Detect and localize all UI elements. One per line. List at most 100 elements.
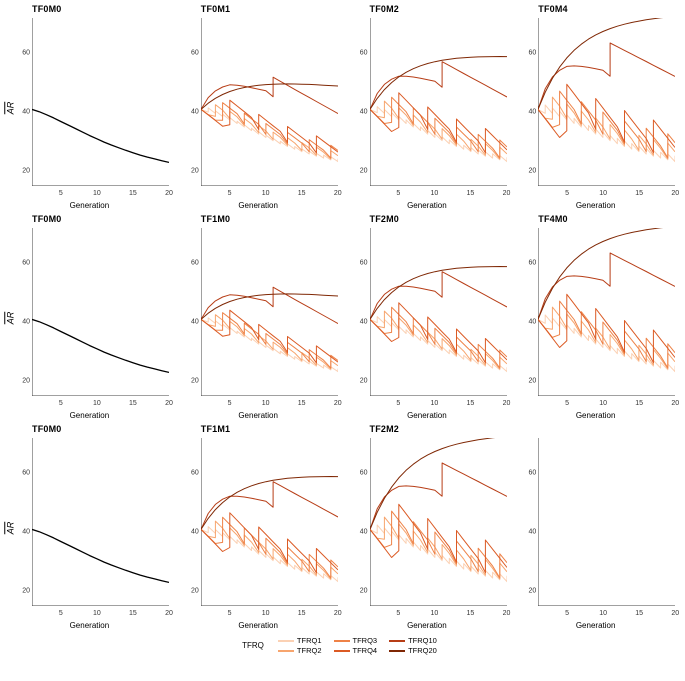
plot-area: [201, 228, 338, 396]
x-tick-label: 5: [59, 610, 63, 617]
plot-area: [32, 438, 169, 606]
y-tick-label: 60: [516, 50, 536, 57]
y-tick-label: 40: [516, 319, 536, 326]
x-tick-label: 20: [671, 400, 679, 407]
x-tick-label: 20: [671, 190, 679, 197]
x-tick-label: 15: [467, 190, 475, 197]
x-tick-label: 20: [671, 610, 679, 617]
y-tick-label: 20: [516, 168, 536, 175]
panel-title: TF1M0: [201, 214, 231, 224]
x-tick-label: 20: [334, 190, 342, 197]
panel: TF2M0Generation2040605101520: [344, 214, 511, 422]
x-axis-label: Generation: [175, 201, 342, 210]
x-tick-label: 10: [262, 190, 270, 197]
y-tick-label: 60: [348, 260, 368, 267]
x-axis-label: Generation: [512, 621, 679, 630]
legend-label: TFRQ20: [408, 646, 437, 655]
x-tick-label: 5: [396, 610, 400, 617]
y-tick-label: 60: [179, 50, 199, 57]
chart-svg: [370, 438, 507, 606]
x-tick-label: 10: [93, 400, 101, 407]
chart-svg: [370, 18, 507, 186]
x-tick-label: 10: [93, 610, 101, 617]
y-tick-label: 40: [179, 529, 199, 536]
x-tick-label: 20: [165, 400, 173, 407]
x-axis-label: Generation: [6, 201, 173, 210]
y-tick-label: 40: [10, 529, 30, 536]
panel-title: TF2M2: [370, 424, 400, 434]
y-tick-label: 60: [348, 50, 368, 57]
x-tick-label: 10: [599, 400, 607, 407]
legend-rows: TFRQ1TFRQ3TFRQ10TFRQ2TFRQ4TFRQ20: [272, 636, 443, 655]
x-tick-label: 5: [396, 400, 400, 407]
panel-title: TF0M0: [32, 214, 62, 224]
plot-area: [201, 438, 338, 606]
x-tick-label: 20: [334, 400, 342, 407]
y-tick-label: 20: [179, 378, 199, 385]
legend-item: TFRQ3: [334, 636, 378, 645]
x-tick-label: 15: [298, 610, 306, 617]
y-tick-label: 40: [516, 109, 536, 116]
plot-area: [201, 18, 338, 186]
y-tick-label: 20: [10, 168, 30, 175]
x-tick-label: 15: [467, 400, 475, 407]
x-axis-label: Generation: [344, 621, 511, 630]
plot-area: [538, 228, 675, 396]
y-tick-label: 20: [516, 378, 536, 385]
plot-area: [538, 18, 675, 186]
x-tick-label: 5: [59, 400, 63, 407]
x-tick-label: 5: [396, 190, 400, 197]
x-tick-label: 10: [262, 400, 270, 407]
y-tick-label: 40: [10, 109, 30, 116]
chart-svg: [32, 228, 169, 396]
y-tick-label: 20: [348, 378, 368, 385]
x-axis-label: Generation: [344, 411, 511, 420]
x-tick-label: 20: [503, 400, 511, 407]
chart-svg: [201, 18, 338, 186]
legend-item: TFRQ2: [278, 646, 322, 655]
x-tick-label: 10: [599, 610, 607, 617]
legend-wrap: TFRQ TFRQ1TFRQ3TFRQ10TFRQ2TFRQ4TFRQ20: [242, 636, 443, 655]
legend-swatch: [278, 640, 294, 642]
plot-area: [370, 18, 507, 186]
legend-label: TFRQ10: [408, 636, 437, 645]
y-tick-label: 60: [10, 50, 30, 57]
chart-svg: [32, 438, 169, 606]
panel: TF0M0ARGeneration2040605101520: [6, 214, 173, 422]
chart-svg: [538, 228, 675, 396]
x-tick-label: 15: [635, 190, 643, 197]
panel: TF0M0ARGeneration2040605101520: [6, 424, 173, 632]
x-tick-label: 20: [503, 610, 511, 617]
x-tick-label: 20: [503, 190, 511, 197]
x-tick-label: 15: [298, 400, 306, 407]
legend-swatch: [278, 650, 294, 652]
panel: TF1M1Generation2040605101520: [175, 424, 342, 632]
y-tick-label: 60: [516, 470, 536, 477]
y-tick-label: 40: [348, 529, 368, 536]
y-tick-label: 60: [179, 260, 199, 267]
chart-svg: [32, 18, 169, 186]
plot-area: [370, 438, 507, 606]
panel-title: TF0M4: [538, 4, 568, 14]
legend-label: TFRQ2: [297, 646, 322, 655]
panel: TF0M4Generation2040605101520: [512, 4, 679, 212]
y-tick-label: 20: [10, 378, 30, 385]
x-tick-label: 10: [599, 190, 607, 197]
chart-svg: [538, 18, 675, 186]
panel-title: TF0M1: [201, 4, 231, 14]
x-tick-label: 20: [334, 610, 342, 617]
x-axis-label: Generation: [175, 411, 342, 420]
y-tick-label: 20: [179, 588, 199, 595]
legend-row: TFRQ1TFRQ3TFRQ10: [272, 636, 443, 645]
x-axis-label: Generation: [6, 621, 173, 630]
x-tick-label: 15: [298, 190, 306, 197]
y-tick-label: 40: [348, 319, 368, 326]
x-tick-label: 5: [59, 190, 63, 197]
legend-swatch: [389, 650, 405, 652]
y-tick-label: 60: [516, 260, 536, 267]
chart-svg: [370, 228, 507, 396]
x-tick-label: 10: [262, 610, 270, 617]
x-tick-label: 5: [565, 190, 569, 197]
legend-swatch: [389, 640, 405, 642]
y-tick-label: 20: [348, 588, 368, 595]
